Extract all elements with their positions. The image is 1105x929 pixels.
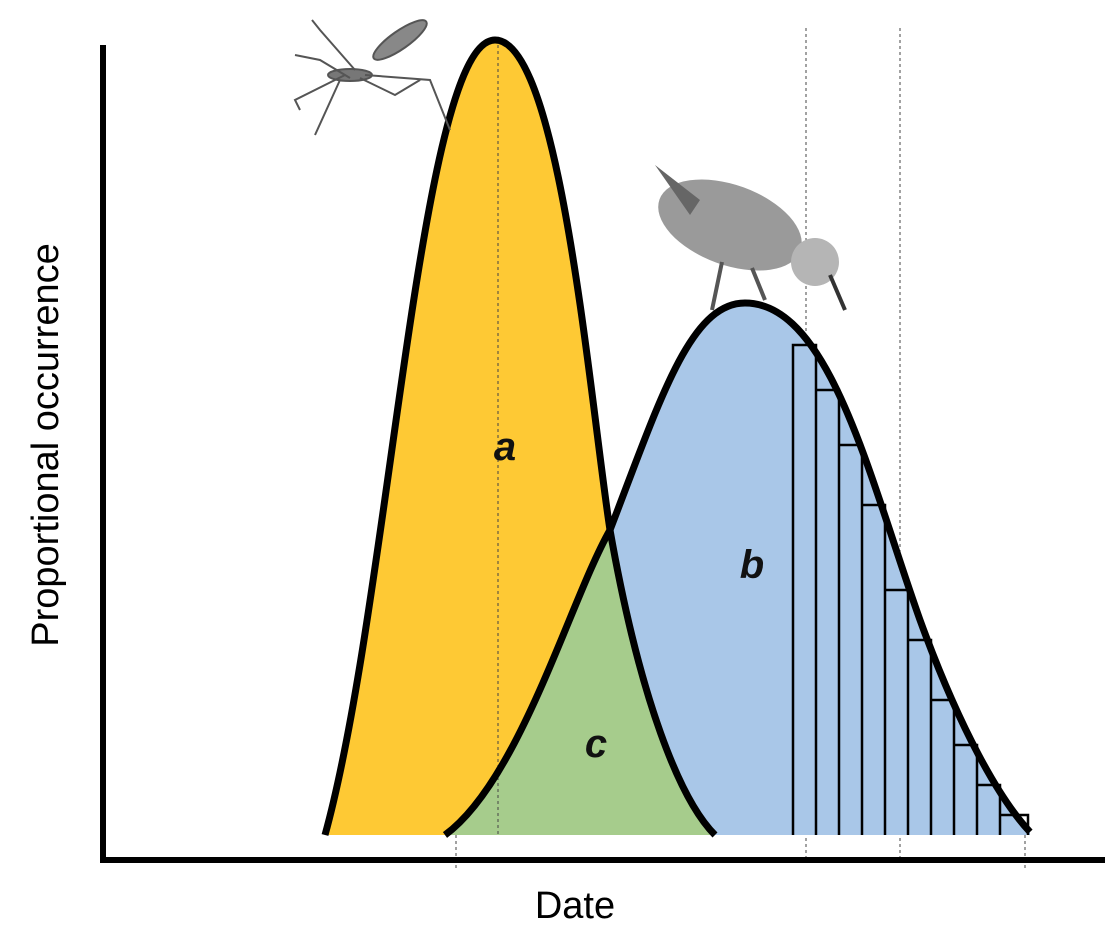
y-axis-label: Proportional occurrence	[25, 243, 67, 646]
mosquito-icon	[293, 19, 451, 136]
region-label: a	[494, 425, 516, 469]
region-label: c	[585, 722, 607, 766]
overlap-c-fill	[445, 530, 715, 835]
curve-b-outline	[442, 299, 1033, 838]
region-label: b	[740, 543, 764, 587]
bird-icon	[655, 165, 847, 311]
x-axis-label: Date	[535, 885, 615, 927]
curve-a-outline	[321, 36, 718, 838]
